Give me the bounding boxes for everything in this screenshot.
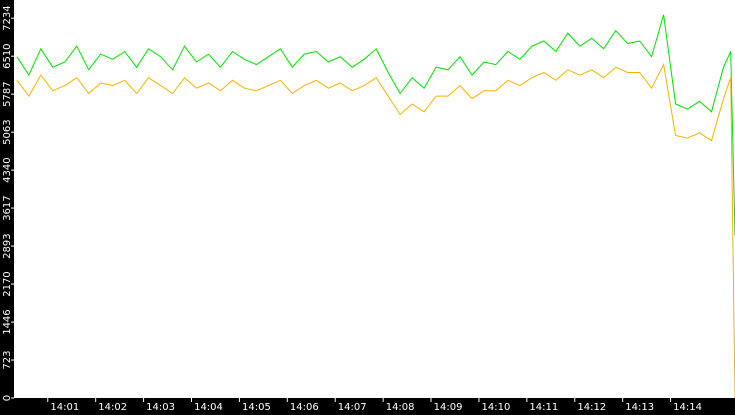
x-tick-label: 14:01 (50, 402, 79, 413)
y-tick-label: 2170 (2, 271, 13, 296)
y-tick-label: 723 (2, 350, 13, 369)
x-tick-label: 14:13 (625, 402, 654, 413)
y-tick-label: 4340 (2, 157, 13, 182)
y-tick-label: 3617 (2, 195, 13, 220)
series-line (16, 14, 735, 236)
x-tick-label: 14:07 (338, 402, 367, 413)
series-line (16, 63, 735, 399)
x-tick-label: 14:14 (673, 402, 702, 413)
x-tick-label: 14:05 (242, 402, 271, 413)
y-tick-label: 5787 (2, 81, 13, 106)
y-tick-label: 1446 (2, 309, 13, 334)
x-tick-label: 14:09 (434, 402, 463, 413)
x-tick-label: 14:08 (386, 402, 415, 413)
x-tick-label: 14:12 (577, 402, 606, 413)
y-tick-label: 7234 (2, 5, 13, 30)
y-tick-label: 5063 (2, 119, 13, 144)
x-tick-label: 14:04 (194, 402, 223, 413)
x-tick-label: 14:10 (482, 402, 511, 413)
x-tick-label: 14:06 (290, 402, 319, 413)
y-axis-strip (0, 0, 14, 415)
y-tick-label: 6510 (2, 43, 13, 68)
y-tick-label: 0 (2, 395, 13, 401)
y-tick-label: 2893 (2, 233, 13, 258)
x-tick-label: 14:11 (529, 402, 558, 413)
x-tick-label: 14:02 (98, 402, 127, 413)
x-axis-strip (0, 398, 735, 415)
x-tick-label: 14:03 (146, 402, 175, 413)
